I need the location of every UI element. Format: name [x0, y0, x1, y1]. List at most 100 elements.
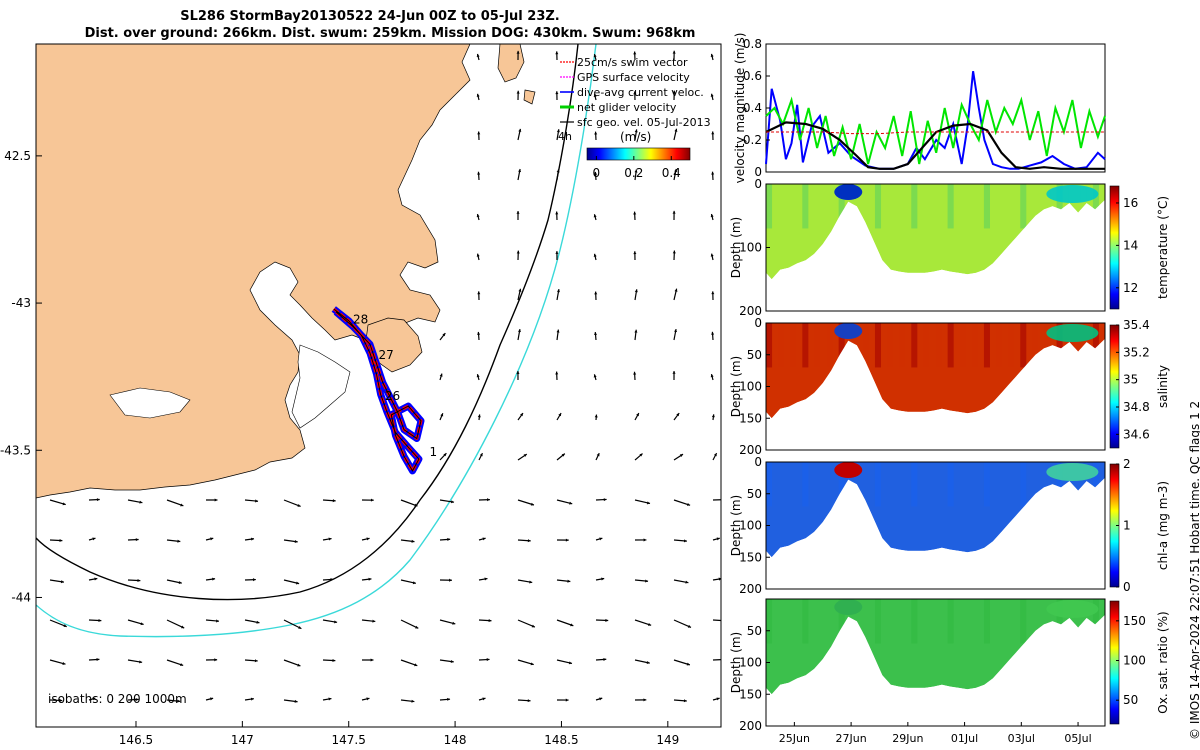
current-arrow-head: [646, 661, 650, 665]
section-stripe: [1020, 323, 1027, 368]
figure-title-line2: Dist. over ground: 266km. Dist. swum: 25…: [84, 26, 696, 41]
section-ytick-label: 200: [739, 443, 762, 457]
current-arrow-head: [449, 578, 452, 582]
section-stripe: [1008, 462, 1015, 507]
current-arrow-head: [368, 577, 372, 581]
section-stripe: [911, 184, 918, 229]
map-cbar-tick-label: 0: [593, 166, 601, 180]
section-stripe: [802, 599, 809, 644]
section-stripe: [874, 323, 882, 368]
surface-current-arrows: [49, 50, 726, 703]
section-stripe: [778, 599, 785, 644]
section-below-seafloor: [766, 199, 1105, 311]
section-surface-feature: [1046, 600, 1099, 618]
section-ytick-label: 100: [739, 519, 762, 533]
current-arrow-head: [558, 413, 562, 417]
section-stripe: [826, 462, 833, 507]
current-arrow-head: [96, 657, 100, 662]
current-arrow-head: [366, 697, 370, 701]
section-ytick-label: 200: [739, 304, 762, 318]
current-arrow-head: [593, 214, 597, 218]
current-arrow-head: [518, 288, 522, 292]
figure-title-line1: SL286 StormBay20130522 24-Jun 00Z to 05-…: [180, 9, 560, 24]
current-arrow-head: [634, 169, 638, 173]
section-colorbar: [1109, 600, 1120, 725]
current-arrow-head: [686, 662, 690, 666]
current-arrow-head: [601, 577, 605, 581]
current-arrow: [634, 619, 652, 626]
current-arrow-head: [412, 581, 416, 585]
section-stripe: [1044, 599, 1051, 644]
section-stripe: [996, 184, 1003, 229]
current-arrow-head: [672, 50, 676, 54]
current-arrow-head: [556, 329, 560, 333]
current-arrow-head: [643, 698, 647, 702]
current-arrow-head: [181, 625, 185, 629]
date-tick-label: 01Jul: [951, 732, 978, 745]
section-stripe: [874, 184, 882, 229]
current-arrow-head: [570, 623, 574, 627]
date-tick-label: 03Jul: [1008, 732, 1035, 745]
section-stripe: [790, 462, 797, 507]
section-stripe: [899, 462, 906, 507]
current-arrow-head: [555, 91, 559, 95]
current-arrow: [400, 499, 418, 507]
section-cbar-label: Ox. sat. ratio (%): [1156, 611, 1170, 713]
date-tick-label: 25Jun: [779, 732, 810, 745]
section-cbar-tick-label: 150: [1123, 614, 1146, 628]
current-arrow: [166, 659, 184, 666]
current-arrow: [712, 619, 721, 622]
section-ytick-label: 50: [747, 487, 762, 501]
section-stripe: [971, 599, 978, 644]
current-arrow-head: [527, 539, 531, 543]
track-day-label: 27: [379, 348, 394, 362]
current-arrow-head: [603, 498, 607, 502]
current-arrow-head: [599, 537, 603, 541]
current-arrow-head: [516, 50, 520, 54]
current-arrow-head: [594, 291, 598, 295]
current-arrow-head: [634, 129, 638, 133]
current-arrow-head: [723, 619, 726, 622]
current-arrow-head: [366, 537, 370, 541]
current-arrow-head: [593, 93, 597, 98]
current-arrow-head: [451, 500, 455, 504]
section-ytick-label: 100: [739, 380, 762, 394]
map-xtick-label: 147: [231, 733, 254, 747]
current-arrow-head: [177, 699, 181, 703]
current-arrow-head: [633, 51, 637, 55]
section-stripe: [862, 323, 869, 368]
current-arrow-head: [477, 291, 481, 295]
isobath-label: isobaths: 0 200 1000m: [48, 692, 187, 706]
section-stripe: [838, 599, 845, 644]
current-arrow: [49, 619, 67, 628]
section-stripe: [923, 184, 930, 229]
current-arrow-head: [716, 697, 720, 701]
current-arrow-head: [256, 620, 260, 624]
current-arrow-head: [487, 498, 490, 502]
section-stripe: [983, 599, 990, 644]
map-ytick-label: -43: [11, 296, 31, 310]
current-arrow-head: [672, 210, 676, 214]
section-stripe: [947, 184, 954, 229]
section-stripe: [947, 599, 954, 644]
section-ylabel: Depth (m): [729, 632, 743, 693]
current-arrow-head: [450, 659, 454, 664]
current-arrow-head: [594, 131, 598, 135]
current-arrow-head: [556, 169, 560, 173]
speed-series-net-glider-velocity: [765, 96, 1106, 165]
current-arrow-head: [482, 697, 486, 701]
section-cbar-label: chl-a (mg m-3): [1156, 481, 1170, 570]
section-stripe: [826, 184, 833, 229]
current-arrow-head: [711, 291, 715, 295]
current-arrow-head: [177, 539, 181, 543]
glider-track-line: [333, 308, 422, 472]
section-ytick-label: 50: [747, 348, 762, 362]
current-arrow-head: [297, 663, 301, 667]
current-arrow-head: [59, 698, 63, 702]
current-arrow-head: [565, 698, 569, 702]
section-ytick-label: 0: [754, 316, 762, 330]
section-stripe: [959, 323, 966, 368]
current-arrow-head: [711, 331, 715, 335]
current-arrow-head: [561, 453, 565, 457]
section-stripe: [947, 323, 954, 368]
